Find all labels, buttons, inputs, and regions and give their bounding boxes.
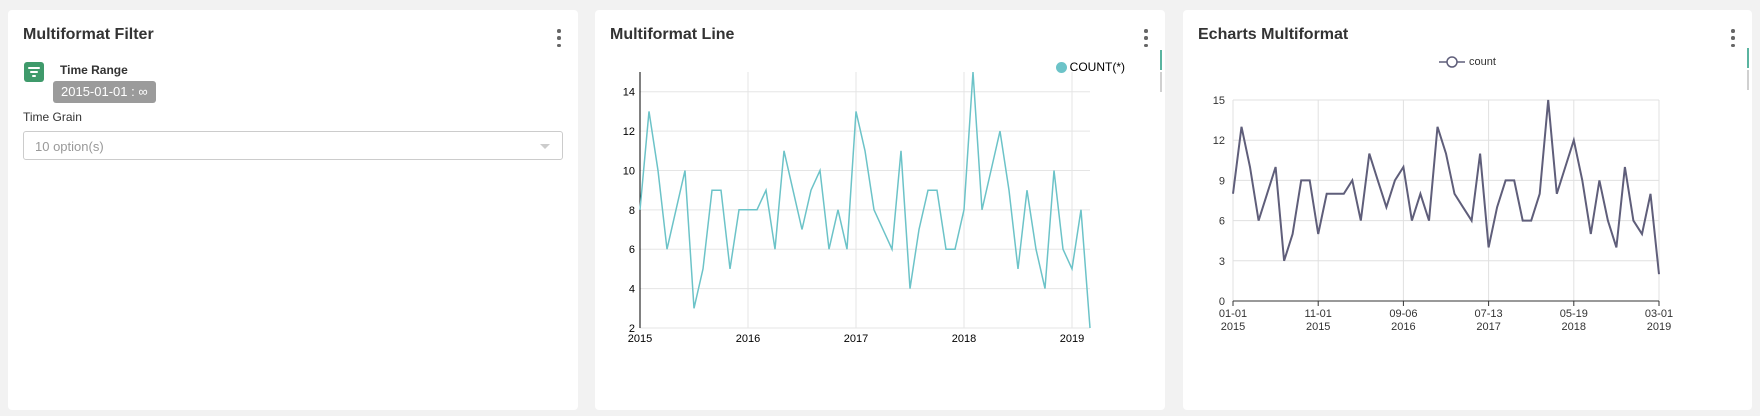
- echarts-line-chart: 0369121501-01201511-01201509-06201607-13…: [1213, 95, 1673, 333]
- time-range-label: Time Range: [60, 63, 128, 77]
- legend-label: count: [1469, 56, 1496, 68]
- scrollbar[interactable]: [1160, 50, 1165, 92]
- legend-line-icon: [1439, 56, 1465, 68]
- time-grain-label: Time Grain: [23, 110, 82, 124]
- y-tick-label: 4: [629, 284, 635, 296]
- x-tick-label: 03-01: [1645, 308, 1673, 320]
- y-tick-label: 6: [629, 244, 635, 256]
- x-tick-label: 2017: [1476, 321, 1500, 333]
- y-tick-label: 9: [1219, 175, 1225, 187]
- x-tick-label: 05-19: [1560, 308, 1588, 320]
- y-tick-label: 12: [1213, 135, 1225, 147]
- y-tick-label: 2: [629, 323, 635, 335]
- kebab-menu-icon[interactable]: [1728, 29, 1738, 47]
- y-tick-label: 10: [623, 165, 635, 177]
- kebab-menu-icon[interactable]: [554, 29, 564, 47]
- legend-dot-icon: [1055, 61, 1067, 73]
- y-tick-label: 14: [623, 87, 635, 99]
- x-tick-label: 2015: [1221, 321, 1245, 333]
- panel-title: Echarts Multiformat: [1198, 26, 1349, 43]
- x-tick-label: 09-06: [1389, 308, 1417, 320]
- x-tick-label: 2016: [1391, 321, 1415, 333]
- x-tick-label: 2019: [1647, 321, 1671, 333]
- series-line-count: [1232, 99, 1660, 275]
- series-line-count: [639, 71, 1091, 329]
- x-tick-label: 11-01: [1305, 308, 1332, 320]
- line-chart: 2015 2016 2017 2018 2019 2 4 6 8 10 12 14: [623, 71, 1091, 345]
- y-tick-label: 3: [1219, 256, 1225, 268]
- scrollbar[interactable]: [1747, 48, 1752, 90]
- time-grain-select-value: 10 option(s): [35, 139, 104, 154]
- legend-item[interactable]: count: [1439, 55, 1496, 69]
- chevron-down-icon[interactable]: [540, 144, 550, 149]
- line-chart-panel: Multiformat Line COUNT(*) 2015 2016 2017 20…: [595, 10, 1165, 410]
- x-tick-label: 2016: [736, 333, 760, 345]
- y-tick-label: 8: [629, 205, 635, 217]
- x-tick-label: 2018: [952, 333, 976, 345]
- x-tick-label: 07-13: [1475, 308, 1503, 320]
- filter-panel: Multiformat Filter Time Range 2015-01-01…: [8, 10, 578, 410]
- y-tick-label: 0: [1219, 296, 1225, 308]
- y-tick-label: 6: [1219, 216, 1225, 228]
- legend-label: COUNT(*): [1069, 60, 1125, 74]
- x-tick-label: 2015: [628, 333, 652, 345]
- y-tick-label: 15: [1213, 95, 1225, 107]
- x-tick-label: 2017: [844, 333, 868, 345]
- x-tick-label: 2019: [1060, 333, 1084, 345]
- legend-item[interactable]: COUNT(*): [1055, 60, 1125, 74]
- echarts-panel: Echarts Multiformat count 0 3 6 9 12 15 01-01 2…: [1183, 10, 1752, 410]
- panel-title: Multiformat Line: [610, 26, 735, 43]
- x-tick-label: 01-01: [1219, 308, 1247, 320]
- panel-title: Multiformat Filter: [23, 26, 154, 43]
- time-grain-select[interactable]: 10 option(s): [23, 131, 563, 160]
- kebab-menu-icon[interactable]: [1141, 29, 1151, 47]
- filter-icon: [24, 62, 44, 82]
- x-tick-label: 2015: [1306, 321, 1330, 333]
- time-range-value[interactable]: 2015-01-01 : ∞: [53, 81, 156, 103]
- y-tick-label: 12: [623, 126, 635, 138]
- x-tick-label: 2018: [1562, 321, 1586, 333]
